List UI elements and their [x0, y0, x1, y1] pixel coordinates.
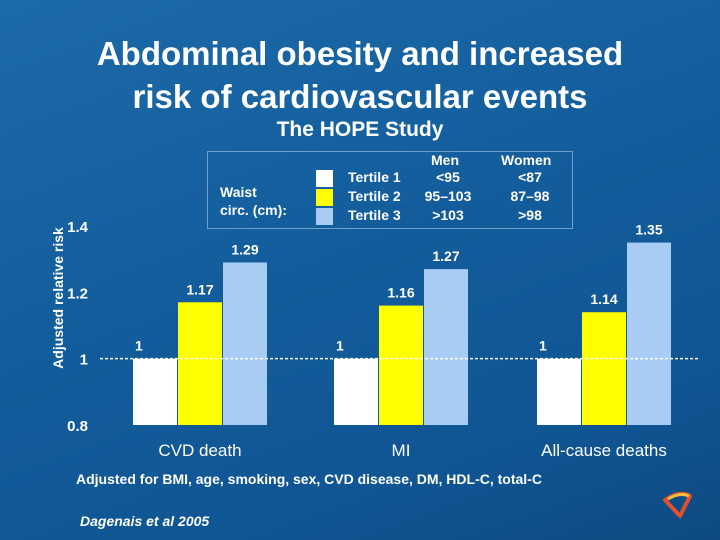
slide-title: Abdominal obesity and increased risk of … — [0, 32, 720, 118]
bar-3 — [627, 242, 671, 425]
bar-value-label: 1 — [336, 338, 344, 354]
legend-heading-1: Waist — [220, 184, 257, 200]
logo-icon — [663, 491, 692, 518]
legend-swatch-3 — [316, 208, 333, 225]
legend-men-header: Men — [431, 152, 459, 168]
legend-label-1: Tertile 1 — [348, 169, 401, 185]
legend-swatch-2 — [316, 189, 333, 206]
bar-value-label: 1.27 — [432, 248, 459, 264]
bar-1 — [133, 358, 177, 425]
y-tick-label: 1.4 — [67, 219, 89, 236]
legend-women-2: 87–98 — [510, 188, 550, 204]
bar-value-label: 1 — [539, 338, 547, 354]
x-category-label: All-cause deaths — [541, 441, 667, 460]
title-line-2: risk of cardiovascular events — [132, 78, 588, 115]
legend-women-header: Women — [501, 152, 552, 168]
legend — [207, 151, 573, 229]
legend-heading-2: circ. (cm): — [220, 202, 287, 218]
legend-men-1: <95 — [436, 169, 460, 185]
title-line-1: Abdominal obesity and increased — [96, 35, 624, 72]
bar-value-label: 1.16 — [387, 285, 414, 301]
x-category-label: MI — [392, 441, 411, 460]
citation: Dagenais et al 2005 — [80, 513, 210, 529]
bar-value-label: 1.35 — [635, 222, 662, 238]
bar-2 — [582, 312, 626, 425]
x-category-label: CVD death — [158, 441, 241, 460]
bar-3 — [223, 262, 267, 425]
y-tick-label: 1 — [80, 352, 88, 369]
legend-women-3: >98 — [518, 207, 542, 223]
bar-value-label: 1.17 — [186, 281, 213, 297]
legend-label-3: Tertile 3 — [348, 207, 401, 223]
bar-2 — [379, 305, 423, 425]
bar-value-label: 1.14 — [590, 291, 617, 307]
bar-3 — [424, 269, 468, 425]
legend-men-2: 95–103 — [424, 188, 472, 204]
legend-men-3: >103 — [432, 207, 464, 223]
bar-value-label: 1 — [135, 338, 143, 354]
legend-label-2: Tertile 2 — [348, 188, 401, 204]
y-tick-label: 0.8 — [67, 418, 88, 435]
bar-1 — [537, 358, 581, 425]
bar-2 — [178, 302, 222, 425]
bar-value-label: 1.29 — [231, 241, 258, 257]
legend-women-1: <87 — [518, 169, 542, 185]
y-tick-label: 1.2 — [67, 285, 88, 302]
footnote: Adjusted for BMI, age, smoking, sex, CVD… — [76, 471, 542, 487]
legend-swatch-1 — [316, 170, 333, 187]
bar-1 — [334, 358, 378, 425]
slide-subtitle: The HOPE Study — [276, 118, 444, 141]
